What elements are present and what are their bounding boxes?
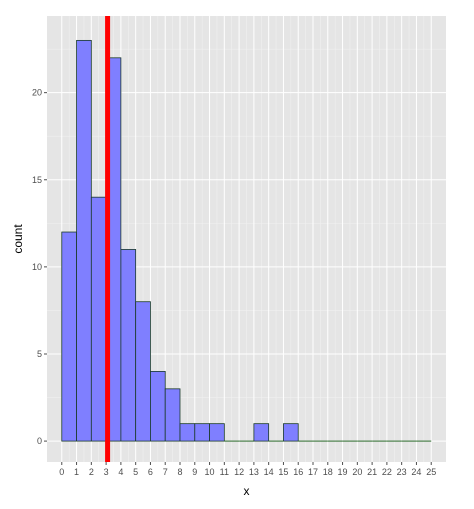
x-tick-label: 7: [163, 467, 168, 477]
histogram-bar: [283, 423, 299, 442]
histogram-bar: [76, 39, 92, 442]
histogram-bar: [179, 423, 196, 442]
x-tick-label: 6: [148, 467, 153, 477]
x-tick-label: 21: [367, 467, 377, 477]
y-tick-label: 15: [32, 175, 42, 185]
y-tick-label: 20: [32, 88, 42, 98]
histogram-bar: [135, 301, 151, 442]
x-tick-label: 5: [133, 467, 138, 477]
x-tick-label: 24: [411, 467, 421, 477]
x-tick-label: 1: [74, 467, 79, 477]
x-tick-label: 23: [397, 467, 407, 477]
x-tick-label: 8: [177, 467, 182, 477]
y-axis-title: count: [11, 224, 25, 254]
histogram-bar: [164, 388, 181, 442]
x-tick-label: 3: [104, 467, 109, 477]
x-tick-label: 0: [59, 467, 64, 477]
x-tick-label: 14: [264, 467, 274, 477]
histogram-bar: [253, 423, 270, 442]
histogram-bar: [194, 423, 210, 442]
minor-gridlines: [47, 16, 446, 462]
x-tick-label: 17: [308, 467, 318, 477]
histogram-bar: [150, 371, 166, 442]
x-tick-label: 25: [426, 467, 436, 477]
x-tick-label: 20: [352, 467, 362, 477]
histogram-bars: [61, 39, 432, 442]
x-tick-label: 13: [249, 467, 259, 477]
x-tick-label: 15: [278, 467, 288, 477]
y-tick-label: 0: [37, 436, 42, 446]
x-axis: 0 1 2 3 4 5 6 7 8 9 10 11 12 13 14 15 16 17 18 19 20 21 22 23 24…: [59, 462, 436, 477]
histogram-bar: [90, 196, 107, 442]
x-tick-label: 10: [205, 467, 215, 477]
y-tick-label: 10: [32, 262, 42, 272]
x-tick-label: 19: [338, 467, 348, 477]
x-tick-label: 12: [234, 467, 244, 477]
x-tick-label: 22: [382, 467, 392, 477]
histogram-bar: [61, 231, 77, 442]
histogram-bar: [209, 423, 225, 442]
y-axis: 0 5 10 15 20: [32, 88, 47, 446]
y-tick-label: 5: [37, 349, 42, 359]
histogram-bar: [120, 249, 137, 442]
x-axis-title: x: [244, 484, 250, 498]
x-tick-label: 9: [192, 467, 197, 477]
x-tick-label: 18: [323, 467, 333, 477]
x-tick-label: 16: [293, 467, 303, 477]
x-tick-label: 4: [118, 467, 123, 477]
x-tick-label: 2: [89, 467, 94, 477]
x-tick-label: 11: [220, 467, 229, 477]
